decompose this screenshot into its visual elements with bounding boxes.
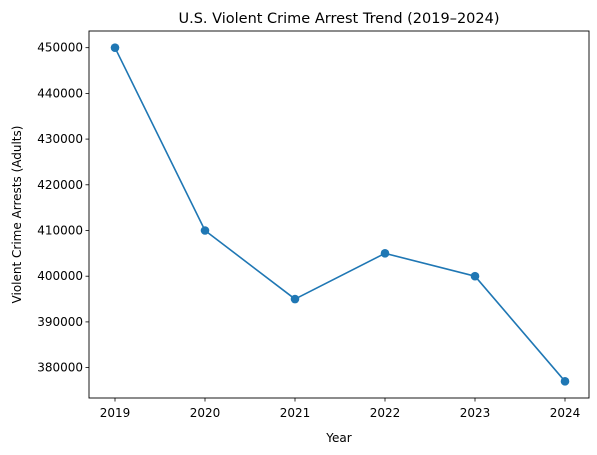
x-tick-label: 2020 [190,406,221,420]
y-axis-label: Violent Crime Arrests (Adults) [10,126,24,304]
x-tick-label: 2022 [370,406,401,420]
plot-area: 380000 390000 400000 410000 420000 430000 4400… [37,30,590,420]
y-axis-ticks: 380000 390000 400000 410000 420000 430000 4400… [37,41,89,375]
x-tick-label: 2024 [550,406,581,420]
y-tick-label: 380000 [37,361,83,375]
x-axis-label: Year [325,431,351,445]
data-point-2021 [290,294,300,304]
y-tick-label: 420000 [37,178,83,192]
data-point-2020 [200,226,210,235]
data-point-2019 [110,43,120,52]
chart-title: U.S. Violent Crime Arrest Trend (2019–20… [178,11,499,27]
x-tick-label: 2023 [460,406,491,420]
data-point-2022 [380,249,390,258]
series-line [114,47,566,382]
x-tick-label: 2019 [100,406,131,420]
data-point-2024 [560,377,570,386]
data-point-2023 [470,271,480,281]
y-tick-label: 450000 [37,41,83,55]
axes-frame [88,30,590,399]
x-axis-ticks: 2019 2020 2021 2022 2023 2024 [100,398,581,420]
y-tick-label: 430000 [37,132,83,146]
y-tick-label: 400000 [37,269,83,283]
x-tick-label: 2021 [280,406,311,420]
series-layer [110,43,570,386]
y-tick-label: 440000 [37,86,83,100]
y-tick-label: 410000 [37,223,83,237]
y-tick-label: 390000 [37,315,83,329]
